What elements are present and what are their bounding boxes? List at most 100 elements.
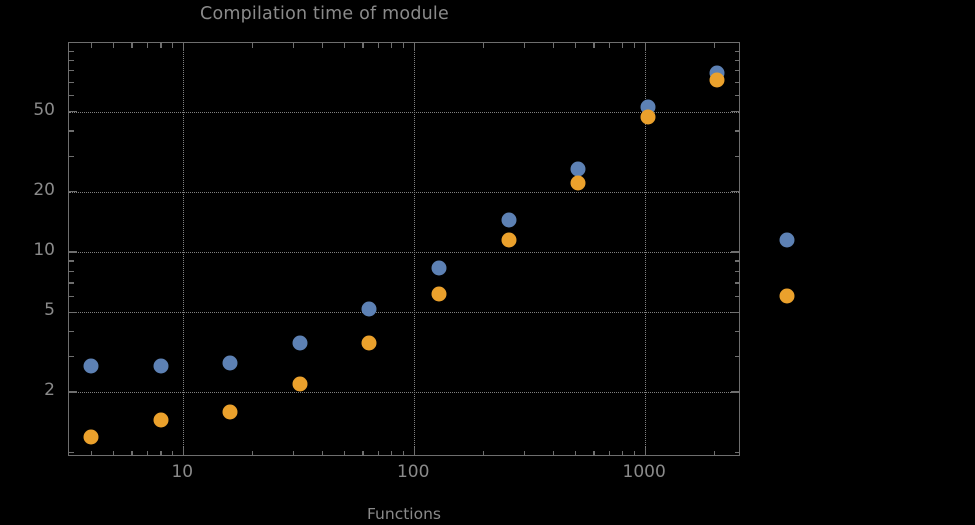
x-axis-minor-tick-top	[714, 43, 716, 48]
y-axis-minor-tick	[69, 81, 74, 84]
y-axis-tick-label: 2	[44, 380, 55, 401]
x-axis-minor-tick-top	[321, 43, 323, 48]
x-axis-tick-top	[182, 43, 184, 51]
x-axis-minor-tick	[113, 450, 115, 455]
data-point	[292, 335, 308, 351]
y-axis-minor-tick	[69, 260, 74, 262]
x-axis-tick-label: 10	[171, 462, 194, 482]
gridline-horizontal	[69, 312, 739, 314]
y-axis-minor-tick	[69, 70, 74, 72]
y-axis-minor-tick	[69, 451, 74, 454]
x-axis-minor-tick	[90, 450, 93, 455]
y-axis-minor-tick	[69, 331, 74, 333]
x-axis-tick	[413, 447, 415, 455]
y-axis-minor-tick	[69, 130, 74, 132]
gridline-vertical	[183, 43, 185, 455]
data-point	[83, 358, 99, 374]
data-point	[570, 175, 586, 191]
x-axis-minor-tick	[131, 450, 133, 455]
y-axis-minor-tick	[69, 155, 74, 157]
y-axis-minor-tick	[69, 95, 74, 97]
x-axis-minor-tick	[172, 450, 174, 455]
gridline-horizontal	[69, 191, 739, 193]
data-point	[779, 232, 795, 248]
x-axis-minor-tick-top	[252, 43, 254, 48]
gridline-horizontal	[69, 392, 739, 394]
data-point	[501, 232, 516, 248]
x-axis-tick	[644, 447, 646, 455]
x-axis-minor-tick-top	[622, 43, 624, 48]
data-point	[292, 376, 308, 392]
data-point	[361, 335, 377, 351]
y-axis-tick-right	[731, 391, 739, 393]
gridline-vertical	[414, 43, 416, 455]
x-axis-minor-tick-top	[377, 43, 380, 48]
x-axis-minor-tick	[574, 450, 577, 455]
x-axis-minor-tick	[146, 450, 149, 455]
x-axis-minor-tick-top	[552, 43, 554, 48]
data-point	[153, 412, 169, 428]
x-axis-minor-tick	[391, 450, 393, 455]
x-axis-minor-tick-top	[593, 43, 595, 48]
x-axis-minor-tick	[292, 450, 295, 455]
x-axis-minor-tick-top	[131, 43, 133, 48]
y-axis-minor-tick	[69, 356, 74, 358]
x-axis-tick-label: 100	[396, 462, 430, 482]
data-point	[83, 429, 99, 445]
x-axis-minor-tick	[344, 450, 346, 455]
y-axis-minor-tick-right	[734, 155, 739, 157]
y-axis-minor-tick-right	[734, 270, 739, 272]
y-axis-tick	[69, 111, 77, 113]
x-axis-minor-tick-top	[523, 43, 526, 48]
x-axis-minor-tick	[321, 450, 323, 455]
data-point	[640, 109, 656, 125]
y-axis-tick-right	[731, 190, 739, 193]
y-axis-tick-right	[731, 251, 739, 253]
x-axis-tick-top	[413, 43, 415, 51]
y-axis-minor-tick-right	[734, 59, 739, 62]
x-axis-minor-tick	[483, 450, 485, 455]
y-axis-minor-tick	[69, 50, 74, 52]
data-point	[361, 301, 377, 317]
x-axis-tick	[182, 447, 184, 455]
y-axis-minor-tick-right	[734, 70, 739, 72]
gridline-vertical	[645, 43, 647, 455]
x-axis-minor-tick-top	[113, 43, 115, 48]
x-axis-minor-tick-top	[172, 43, 174, 48]
x-axis-minor-tick-top	[403, 43, 405, 48]
y-axis-minor-tick-right	[734, 50, 739, 52]
y-axis-minor-tick-right	[734, 130, 739, 132]
x-axis-minor-tick-top	[362, 43, 364, 48]
y-axis-tick-label: 5	[44, 300, 55, 321]
y-axis-minor-tick	[69, 59, 74, 62]
plot-frame	[68, 42, 795, 456]
x-axis-minor-tick	[362, 450, 364, 455]
y-axis-tick	[69, 311, 77, 313]
y-axis-tick	[69, 251, 77, 253]
gridline-horizontal	[69, 111, 739, 113]
x-axis-minor-tick-top	[344, 43, 346, 48]
y-axis-tick-label: 50	[33, 99, 55, 120]
x-axis-minor-tick-top	[90, 43, 93, 48]
x-axis-minor-tick-top	[292, 43, 295, 48]
x-axis-minor-tick-top	[160, 43, 162, 48]
data-point	[709, 72, 725, 88]
x-axis-minor-tick	[593, 450, 595, 455]
data-point	[431, 260, 447, 276]
y-axis-tick-right	[731, 311, 739, 313]
y-axis-minor-tick	[69, 295, 74, 298]
x-axis-minor-tick	[633, 450, 636, 455]
y-axis-minor-tick	[69, 270, 74, 272]
y-axis-minor-tick-right	[734, 95, 739, 97]
y-axis-minor-tick-right	[734, 356, 739, 358]
x-axis-minor-tick-top	[146, 43, 149, 48]
gridline-horizontal	[69, 251, 739, 253]
y-axis-minor-tick-right	[734, 81, 739, 84]
x-axis-minor-tick	[160, 450, 162, 455]
x-axis-minor-tick-top	[391, 43, 393, 48]
x-axis-minor-tick	[523, 450, 526, 455]
x-axis-minor-tick-top	[483, 43, 485, 48]
data-point	[570, 161, 586, 177]
y-axis-tick-label: 20	[33, 179, 55, 200]
y-axis-tick-label: 10	[33, 239, 55, 260]
